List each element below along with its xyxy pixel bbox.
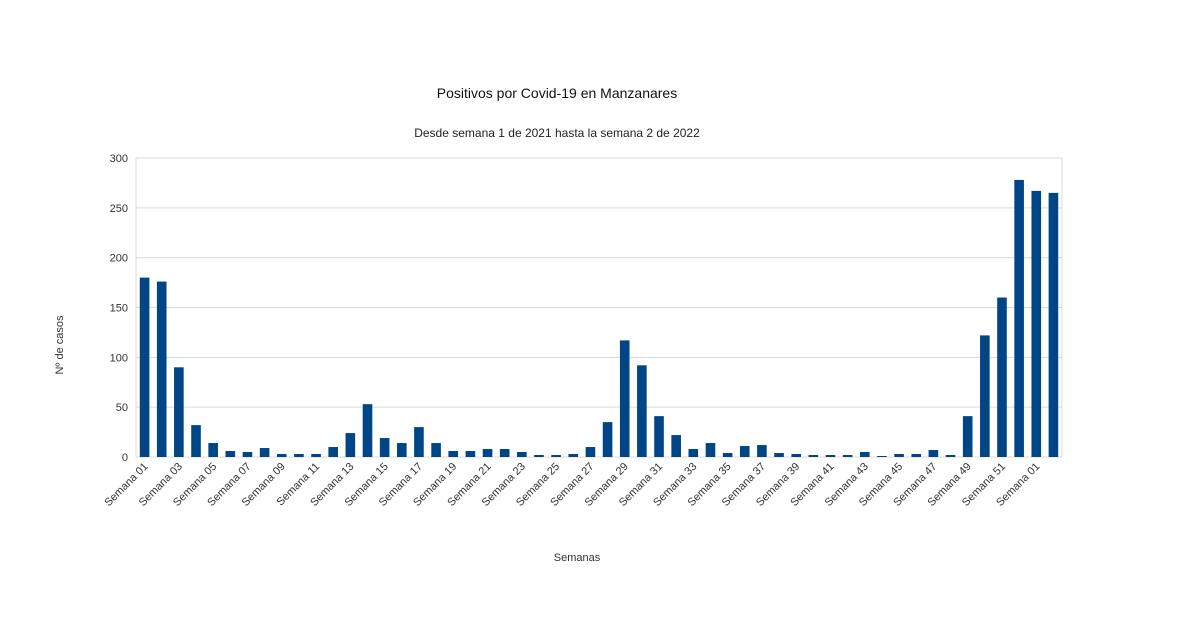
bar (842, 455, 853, 457)
bar (877, 456, 887, 457)
bar (414, 427, 424, 457)
bar (637, 365, 647, 457)
bar (276, 454, 287, 457)
bar (465, 451, 476, 457)
bar (688, 449, 699, 457)
bar (568, 454, 579, 457)
bar (174, 367, 184, 457)
bar (551, 455, 561, 457)
bar (499, 449, 510, 457)
bar (808, 455, 819, 457)
x-axis-label: Semanas (554, 552, 601, 564)
bar (911, 454, 922, 457)
bar (345, 433, 356, 457)
bar (362, 404, 373, 457)
bar (602, 422, 613, 457)
bar (791, 454, 802, 457)
y-tick-label: 150 (110, 303, 128, 315)
bar (396, 443, 407, 457)
bar (379, 438, 390, 457)
bar (259, 448, 270, 457)
bar (619, 340, 630, 457)
bar (1031, 190, 1042, 457)
bar (294, 454, 304, 457)
bar (654, 416, 664, 457)
y-tick-label: 250 (110, 203, 128, 215)
bar (997, 297, 1007, 457)
bar (517, 452, 527, 457)
bar (945, 455, 956, 457)
chart-title: Positivos por Covid-19 en Manzanares (437, 85, 677, 101)
chart-subtitle: Desde semana 1 de 2021 hasta la semana 2… (414, 126, 700, 140)
bar (585, 447, 596, 457)
bar (894, 454, 904, 457)
y-axis-label: Nº de casos (54, 315, 66, 375)
bar (928, 450, 939, 457)
bar (705, 443, 716, 457)
bar (774, 453, 784, 457)
y-tick-label: 200 (110, 253, 128, 265)
bar (139, 277, 150, 457)
bar (191, 425, 201, 457)
bar (448, 451, 459, 457)
bar (1048, 192, 1059, 457)
bar (671, 435, 681, 457)
y-tick-label: 300 (110, 153, 128, 165)
bar (208, 443, 218, 457)
bar (757, 445, 767, 457)
y-tick-label: 0 (122, 452, 128, 464)
bar (980, 335, 990, 457)
bar (962, 416, 973, 457)
bar (534, 455, 544, 457)
bar (1014, 179, 1024, 457)
bar (825, 455, 836, 457)
bar (722, 453, 733, 457)
y-tick-label: 100 (110, 352, 128, 364)
y-tick-label: 50 (116, 402, 128, 414)
bar (482, 449, 493, 457)
bar (328, 447, 339, 457)
bar (431, 443, 441, 457)
bar (242, 452, 253, 457)
bar (739, 446, 750, 457)
bar (311, 454, 321, 457)
bar (156, 281, 167, 457)
bar (225, 451, 236, 457)
bar (859, 452, 870, 457)
